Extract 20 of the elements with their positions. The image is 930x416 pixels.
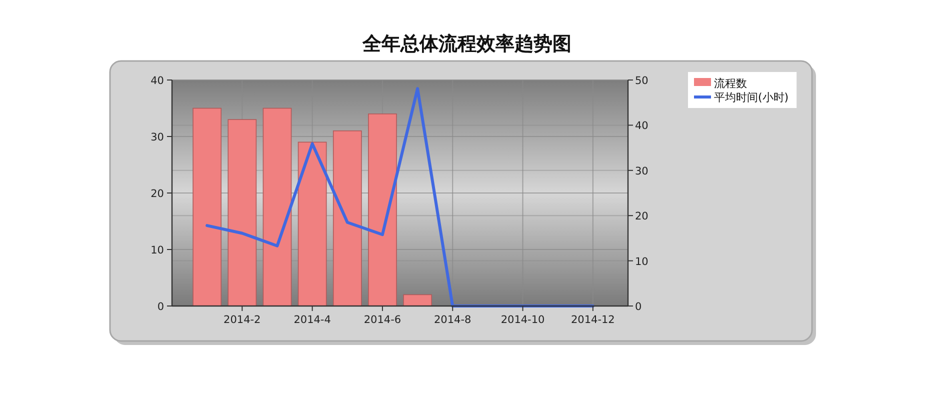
x-tick-label: 2014-10 bbox=[500, 314, 545, 326]
x-tick-label: 2014-6 bbox=[364, 314, 402, 326]
y-tick-label: 40 bbox=[150, 75, 164, 87]
x-tick-label: 2014-8 bbox=[434, 314, 472, 326]
y-tick-label: 10 bbox=[150, 244, 164, 256]
y-tick-label: 0 bbox=[157, 301, 164, 313]
x-tick-label: 2014-4 bbox=[294, 314, 331, 326]
y-tick-label: 20 bbox=[150, 188, 164, 200]
y2-tick-label: 10 bbox=[635, 256, 648, 268]
y2-tick-label: 40 bbox=[635, 120, 648, 132]
y2-tick-label: 20 bbox=[635, 210, 648, 223]
chart-title: 全年总体流程效率趋势图 bbox=[362, 34, 572, 55]
legend-label: 流程数 bbox=[714, 77, 747, 90]
x-tick-label: 2014-2 bbox=[224, 314, 261, 326]
y-tick-label: 30 bbox=[150, 132, 164, 144]
legend-label: 平均时间(小时) bbox=[714, 91, 789, 104]
y2-tick-label: 0 bbox=[635, 301, 642, 313]
y2-tick-label: 50 bbox=[635, 75, 648, 87]
y2-tick-label: 30 bbox=[635, 165, 648, 178]
x-tick-label: 2014-12 bbox=[570, 314, 615, 326]
